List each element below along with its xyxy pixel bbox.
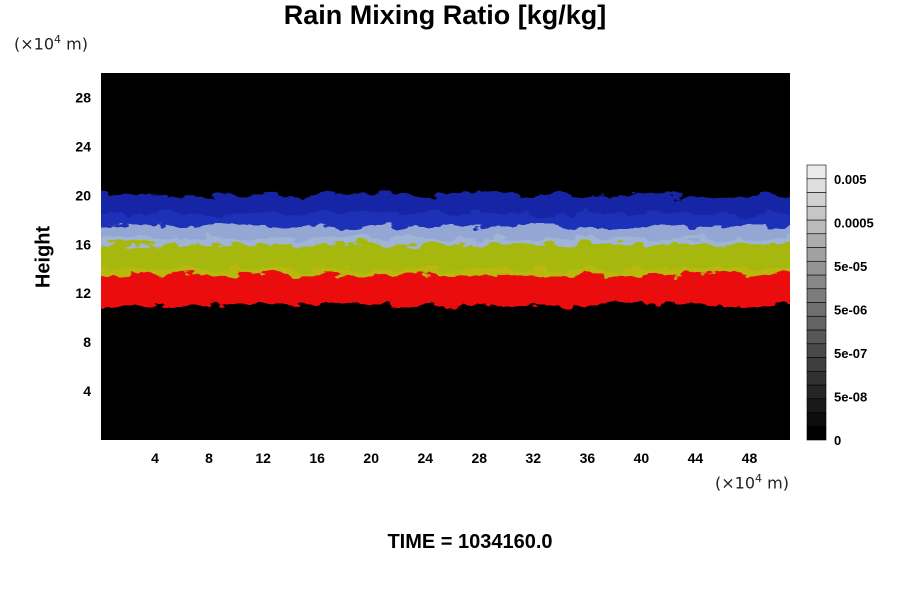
x-axis-ticks: 4 8 12 16 20 24 28 32 36 40 44 48	[151, 450, 757, 466]
colorbar-cell	[806, 329, 827, 345]
x-tick-label: 16	[309, 450, 325, 466]
colorbar-cell	[806, 274, 827, 290]
colorbar-label: 5e-05	[834, 259, 867, 274]
time-label: TIME = 1034160.0	[387, 531, 553, 553]
x-tick-label: 28	[471, 450, 487, 466]
colorbar-label: 5e-08	[834, 390, 867, 405]
y-tick-label: 12	[75, 285, 91, 301]
colorbar-label: 5e-06	[834, 303, 867, 318]
x-tick-label: 20	[363, 450, 379, 466]
colorbar-label: 0.005	[834, 172, 867, 187]
colorbar-cell	[806, 302, 827, 317]
colorbar-label: 0	[834, 433, 841, 448]
y-axis-ticks: 4 8 12 16 20 24 28	[75, 89, 91, 399]
colorbar-cell	[806, 233, 827, 248]
y-tick-label: 20	[75, 187, 91, 203]
colorbar-cell	[806, 192, 827, 207]
x-axis-unit: (×104 m)	[715, 472, 789, 493]
x-tick-label: 48	[742, 450, 758, 466]
x-tick-label: 32	[526, 450, 542, 466]
y-tick-label: 4	[83, 383, 91, 399]
colorbar-cell	[806, 315, 827, 331]
y-tick-label: 8	[83, 334, 91, 350]
colorbar-cell	[806, 219, 827, 235]
colorbar-cell	[806, 370, 827, 386]
colorbar-label: 5e-07	[834, 346, 867, 361]
colorbar-cell	[806, 425, 827, 441]
colorbar-cell	[806, 260, 827, 276]
y-tick-label: 28	[75, 89, 91, 105]
x-tick-label: 8	[205, 450, 213, 466]
colorbar-cell	[806, 205, 827, 221]
x-tick-label: 36	[580, 450, 596, 466]
data-layers	[101, 195, 790, 306]
colorbar-cell	[806, 164, 827, 180]
x-tick-label: 24	[417, 450, 433, 466]
colorbar: 0.005 0.0005 5e-05 5e-06 5e-07 5e-08 0	[806, 164, 874, 448]
colorbar-cell	[806, 357, 827, 372]
chart-title: Rain Mixing Ratio [kg/kg]	[283, 0, 607, 30]
x-tick-label: 40	[634, 450, 650, 466]
colorbar-cell	[806, 343, 827, 358]
colorbar-cell	[806, 384, 827, 400]
y-tick-label: 24	[75, 138, 91, 154]
colorbar-cell	[806, 288, 827, 303]
y-axis-unit: (×104 m)	[14, 33, 88, 54]
colorbar-cell	[806, 412, 827, 427]
data-layer-3	[101, 195, 790, 226]
x-tick-label: 4	[151, 450, 159, 466]
colorbar-label: 0.0005	[834, 216, 874, 231]
x-tick-label: 12	[255, 450, 271, 466]
x-tick-label: 44	[688, 450, 704, 466]
colorbar-cell	[806, 247, 827, 262]
colorbar-cell	[806, 398, 827, 413]
y-tick-label: 16	[75, 236, 91, 252]
colorbar-cell	[806, 178, 827, 193]
